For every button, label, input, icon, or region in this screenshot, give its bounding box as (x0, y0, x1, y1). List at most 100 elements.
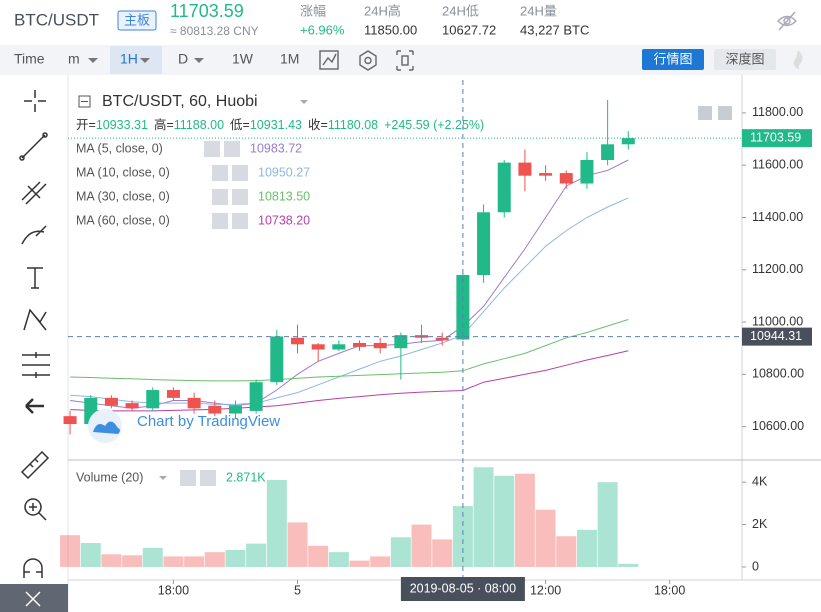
active-interval (110, 46, 162, 74)
interval[interactable]: 1H (120, 51, 138, 67)
legend-btn[interactable] (698, 106, 712, 120)
volume-bar (204, 552, 225, 567)
volume-name: Volume (20) (76, 470, 143, 484)
candle-body (373, 342, 387, 349)
caret (140, 58, 150, 63)
view-active[interactable] (642, 49, 704, 70)
interval[interactable]: m (68, 51, 80, 67)
tag-box (117, 10, 157, 31)
price: 11703.59 (170, 1, 244, 21)
drawing-tools[interactable] (19, 90, 50, 578)
caret (300, 100, 308, 104)
stat-value: +6.96% (300, 22, 345, 37)
vol-tick-label: 2K (752, 517, 768, 531)
volume-bar (142, 547, 163, 567)
stat-label: 24H量 (520, 3, 557, 18)
ohlc-value: 11188.00 (174, 118, 224, 132)
toolbar-icons[interactable] (319, 50, 414, 71)
candle-body (104, 397, 118, 406)
y-tick-label: 10800.00 (752, 367, 804, 381)
interval[interactable]: 1W (232, 51, 254, 67)
candle-body (559, 173, 573, 184)
ma-value: 10813.50 (258, 189, 310, 203)
view-inactive[interactable] (714, 49, 776, 70)
candle-body (228, 405, 242, 414)
stats: 涨幅 +6.96% 24H高 11850.00 24H低 10627.72 24H量 43,2… (300, 3, 589, 37)
candle-body (208, 405, 222, 414)
pair: BTC/USDT (14, 10, 99, 29)
candle-body (166, 390, 180, 398)
tag: 主板 (124, 12, 150, 27)
volume-bar (225, 550, 246, 567)
ma-settings[interactable] (204, 141, 220, 157)
caret (159, 476, 167, 480)
candle-body (497, 162, 511, 213)
stat-value: 43,227 BTC (520, 22, 589, 37)
volume-bar (411, 524, 432, 567)
ma-value: 10983.72 (250, 141, 302, 155)
candle-body (63, 416, 77, 425)
stat-label: 24H高 (364, 3, 401, 18)
volume-bar (370, 556, 391, 567)
candle-body (518, 162, 532, 176)
candle-body (187, 397, 201, 409)
volume-bar (597, 482, 618, 567)
interval[interactable]: D (178, 51, 188, 67)
volume-bar (101, 554, 122, 567)
y-tick-label: 11200.00 (752, 262, 803, 276)
candle-body (580, 159, 594, 184)
crosshair-y-box (742, 327, 812, 346)
interval[interactable]: Time (14, 51, 45, 67)
volume-bar (184, 556, 205, 567)
volume-bar (287, 522, 308, 567)
candle-body (435, 337, 449, 341)
candle-body (394, 335, 408, 349)
volume-bar (266, 480, 287, 567)
ma-settings[interactable] (212, 165, 228, 181)
collapse-icon[interactable] (25, 591, 41, 607)
vol-remove[interactable] (200, 470, 216, 486)
volume-bar (349, 560, 370, 567)
candle-body (539, 173, 553, 176)
volume-value: 2.871K (226, 470, 266, 484)
ma-remove[interactable] (224, 141, 240, 157)
ma-remove[interactable] (232, 165, 248, 181)
ohlc-label: 高= (154, 117, 174, 132)
candle-body (477, 212, 491, 276)
ma-line (70, 319, 629, 382)
ma-remove[interactable] (232, 213, 248, 229)
ohlc-label: 收= (308, 118, 328, 132)
volume-bar (618, 563, 639, 567)
candle-body (290, 337, 304, 345)
collapse-legend[interactable] (78, 95, 91, 108)
ohlc-value: 11180.08 (328, 118, 378, 132)
view-tab[interactable]: 行情图 (653, 51, 692, 66)
volume-bar (494, 475, 515, 567)
ma-name: MA (30, close, 0) (76, 189, 170, 203)
y-tick-label: 11400.00 (752, 210, 803, 224)
ma-remove[interactable] (232, 189, 248, 205)
x-tick-label: 5 (294, 583, 301, 597)
crosshair-x-box (400, 577, 525, 601)
ma-name: MA (60, close, 0) (76, 213, 170, 227)
candle-body (332, 344, 346, 350)
ma-line (70, 197, 629, 405)
view-tab[interactable]: 深度图 (725, 51, 764, 66)
eye-icon[interactable] (776, 11, 798, 31)
watermark-logo (88, 409, 122, 443)
interval[interactable]: 1M (280, 51, 299, 67)
candle-body (311, 344, 325, 350)
chart-title: BTC/USDT, 60, Huobi (102, 93, 258, 110)
y-tick-label: 11000.00 (752, 314, 803, 328)
ma-settings[interactable] (212, 189, 228, 205)
volume-bar (432, 539, 453, 567)
vol-settings[interactable] (180, 470, 196, 486)
volume-bar (473, 467, 494, 567)
volume-bar (514, 473, 535, 567)
ma-settings[interactable] (212, 213, 228, 229)
crosshair-y-label: 10944.31 (750, 329, 802, 343)
candle-body (621, 138, 635, 145)
legend-btn[interactable] (718, 106, 732, 120)
flame-icon (793, 50, 803, 70)
